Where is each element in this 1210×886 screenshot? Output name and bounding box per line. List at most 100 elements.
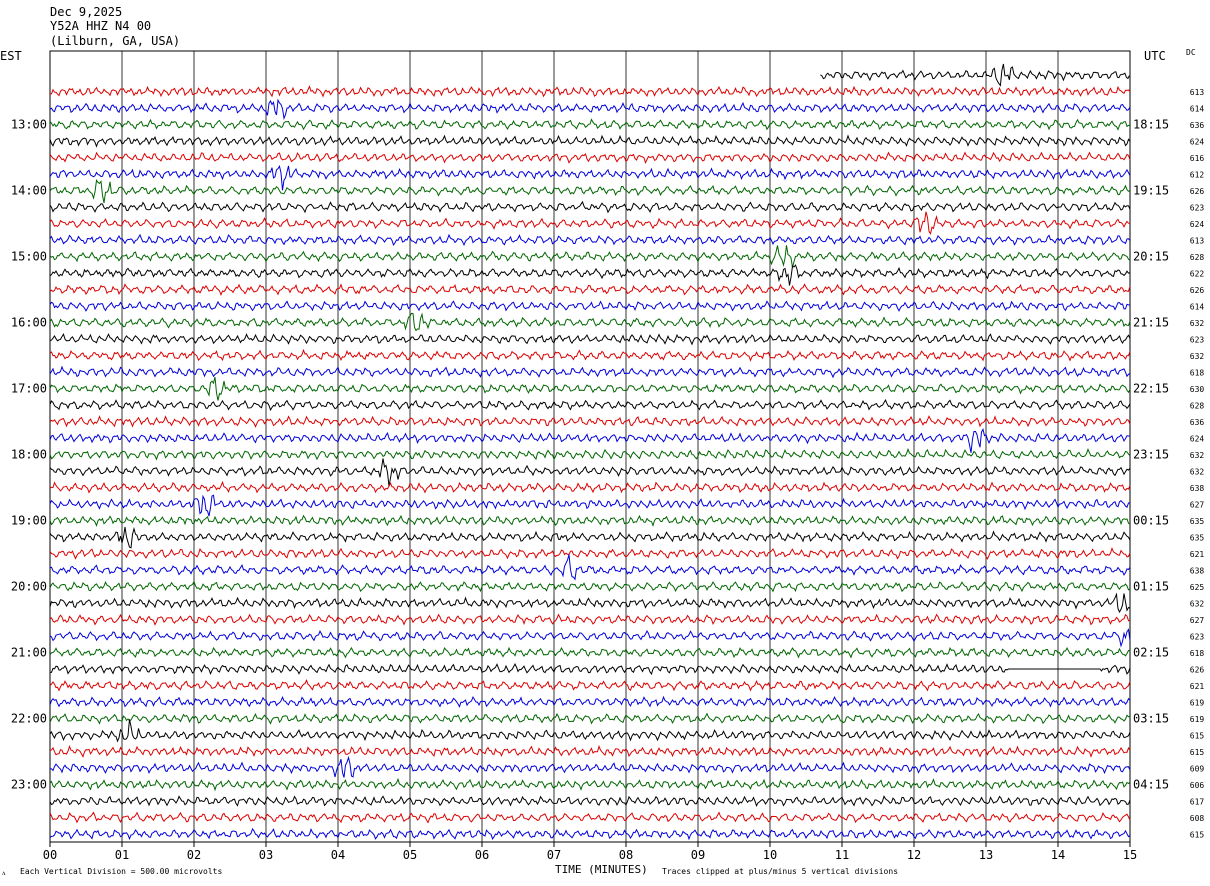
- seismic-trace: [49, 365, 1131, 379]
- seismic-trace: [49, 646, 1131, 659]
- seismic-trace: [49, 580, 1131, 593]
- dc-offset-value: 623: [1190, 336, 1205, 345]
- seismic-trace: [49, 755, 1131, 778]
- left-hour-label: 18:00: [11, 448, 47, 462]
- seismic-trace: [49, 415, 1131, 428]
- right-hour-label: 20:15: [1133, 250, 1169, 264]
- seismic-trace: [49, 458, 1131, 487]
- dc-offset-value: 623: [1190, 204, 1205, 213]
- seismic-trace: [49, 695, 1131, 708]
- x-tick-label: 11: [835, 848, 849, 862]
- dc-offset-value: 628: [1190, 253, 1205, 262]
- x-tick-label: 14: [1051, 848, 1065, 862]
- seismic-trace: [49, 333, 1131, 346]
- right-hour-label: 22:15: [1133, 382, 1169, 396]
- dc-offset-value: 613: [1190, 237, 1205, 246]
- seismic-trace: [49, 526, 1131, 549]
- left-hour-label: 14:00: [11, 184, 47, 198]
- dc-offset-value: 609: [1190, 765, 1205, 774]
- seismic-trace: [49, 178, 1131, 204]
- left-hour-label: 13:00: [11, 118, 47, 132]
- dc-offset-value: 614: [1190, 303, 1205, 312]
- dc-offset-value: 626: [1190, 286, 1205, 295]
- x-tick-label: 05: [403, 848, 417, 862]
- dc-offset-value: 627: [1190, 501, 1205, 510]
- seismic-trace: [49, 546, 1131, 560]
- dc-offset-value: 624: [1190, 220, 1205, 229]
- seismic-trace: [49, 514, 1131, 528]
- seismic-trace: [49, 554, 1131, 581]
- plot-date: Dec 9,2025: [50, 5, 123, 19]
- x-tick-label: 03: [259, 848, 273, 862]
- left-hour-label: 16:00: [11, 316, 47, 330]
- seismic-trace: [49, 118, 1131, 131]
- dc-offset-value: 632: [1190, 352, 1205, 361]
- x-tick-label: 09: [691, 848, 705, 862]
- seismic-trace: [49, 827, 1131, 841]
- dc-offset-value: 624: [1190, 138, 1205, 147]
- dc-offset-value: 626: [1190, 666, 1205, 675]
- left-timezone-label: EST: [0, 49, 22, 63]
- seismic-trace: [49, 151, 1131, 164]
- right-hour-label: 00:15: [1133, 514, 1169, 528]
- dc-offset-value: 615: [1190, 732, 1205, 741]
- x-tick-label: 10: [763, 848, 777, 862]
- right-hour-label: 19:15: [1133, 184, 1169, 198]
- dc-offset-value: 632: [1190, 468, 1205, 477]
- dc-offset-value: 618: [1190, 649, 1205, 658]
- left-hour-label: 19:00: [11, 514, 47, 528]
- seismic-trace: [49, 398, 1131, 412]
- dc-offset-value: 625: [1190, 583, 1205, 592]
- dc-offset-value: 615: [1190, 748, 1205, 757]
- dc-offset-value: 622: [1190, 270, 1205, 279]
- seismic-trace: [49, 300, 1131, 312]
- x-tick-label: 07: [547, 848, 561, 862]
- right-hour-label: 04:15: [1133, 778, 1169, 792]
- x-tick-label: 04: [331, 848, 345, 862]
- dc-offset-value: 635: [1190, 534, 1205, 543]
- seismic-trace: [49, 613, 1131, 626]
- dc-offset-value: 626: [1190, 187, 1205, 196]
- right-hour-label: 21:15: [1133, 316, 1169, 330]
- dc-offset-value: 615: [1190, 831, 1205, 840]
- dc-offset-value: 632: [1190, 319, 1205, 328]
- x-tick-label: 15: [1123, 848, 1137, 862]
- dc-offset-value: 614: [1190, 105, 1205, 114]
- x-tick-label: 02: [187, 848, 201, 862]
- seismic-trace: [49, 744, 1131, 758]
- seismic-trace: [49, 628, 1131, 648]
- right-hour-label: 18:15: [1133, 118, 1169, 132]
- seismic-trace: [49, 494, 1131, 517]
- seismic-trace: [49, 719, 1131, 743]
- dc-offset-value: 638: [1190, 484, 1205, 493]
- seismic-trace: [49, 98, 1131, 121]
- dc-offset-value: 606: [1190, 781, 1205, 790]
- right-hour-label: 23:15: [1133, 448, 1169, 462]
- dc-offset-value: 624: [1190, 435, 1205, 444]
- x-axis-title: TIME (MINUTES): [555, 863, 648, 876]
- seismic-trace: [49, 376, 1131, 401]
- seismic-trace: [49, 200, 1131, 214]
- seismic-trace: [49, 134, 1131, 148]
- dc-offset-value: 630: [1190, 385, 1205, 394]
- dc-offset-value: 621: [1190, 682, 1205, 691]
- seismic-trace: [49, 480, 1131, 494]
- dc-offset-value: 627: [1190, 616, 1205, 625]
- left-hour-label: 23:00: [11, 778, 47, 792]
- dc-offset-value: 638: [1190, 567, 1205, 576]
- left-hour-label: 21:00: [11, 646, 47, 660]
- seismic-trace: [49, 592, 1131, 614]
- dc-offset-value: 636: [1190, 418, 1205, 427]
- right-hour-label: 02:15: [1133, 646, 1169, 660]
- seismic-trace: [49, 712, 1131, 725]
- seismic-trace: [49, 777, 1131, 792]
- seismic-trace: [49, 283, 1131, 297]
- seismic-trace: [49, 447, 1131, 461]
- dc-offset-value: 619: [1190, 699, 1205, 708]
- right-hour-label: 01:15: [1133, 580, 1169, 594]
- seismic-trace: [49, 663, 1131, 676]
- left-hour-label: 22:00: [11, 712, 47, 726]
- seismic-trace: [49, 85, 1131, 98]
- seismic-trace: [49, 428, 1130, 453]
